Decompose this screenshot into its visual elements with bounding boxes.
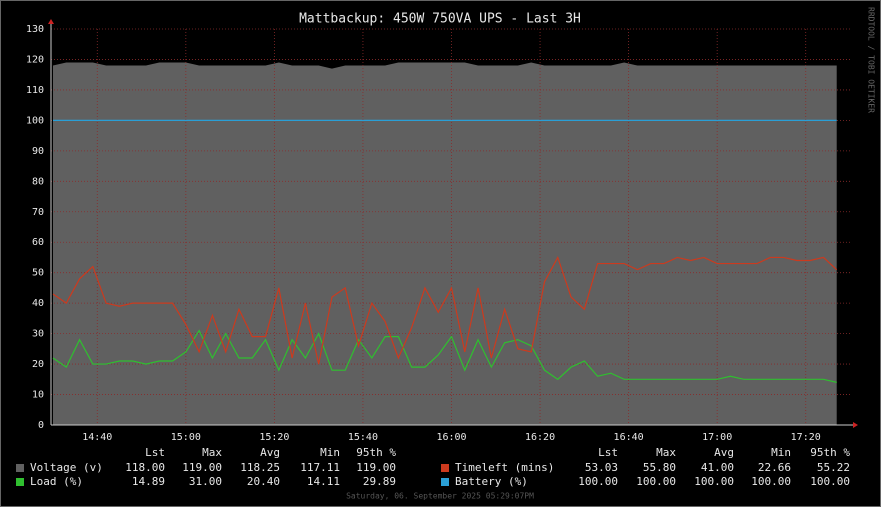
legend-swatch (16, 464, 24, 472)
x-tick-label: 17:20 (791, 432, 821, 443)
legend-stat: 117.11 (300, 461, 340, 474)
legend-stat: 22.66 (758, 461, 791, 474)
x-tick-label: 15:20 (259, 432, 289, 443)
legend-column-header: Lst (145, 446, 165, 459)
legend-stat: 29.89 (363, 475, 396, 488)
legend-stat: 119.00 (182, 461, 222, 474)
y-tick-label: 70 (32, 207, 44, 218)
legend-stat: 31.00 (189, 475, 222, 488)
series-line (52, 329, 837, 383)
series-line (52, 255, 838, 365)
legend-stat: 55.80 (643, 461, 676, 474)
legend-stat: 41.00 (701, 461, 734, 474)
legend-column-header: Max (202, 446, 222, 459)
legend-swatch (441, 478, 449, 486)
legend-column-header: Avg (714, 446, 734, 459)
legend-column-header: 95th % (356, 446, 396, 459)
y-tick-label: 20 (32, 359, 44, 370)
legend-column-header: Avg (260, 446, 280, 459)
y-tick-label: 40 (32, 298, 44, 309)
x-tick-label: 15:40 (348, 432, 378, 443)
side-text: RRDTOOL / TOBI OETIKER (867, 7, 876, 113)
legend-stat: 14.89 (132, 475, 165, 488)
legend-label: Voltage (v) (30, 461, 103, 474)
x-tick-label: 14:40 (82, 432, 112, 443)
legend-stat: 14.11 (307, 475, 340, 488)
legend-stat: 119.00 (356, 461, 396, 474)
y-tick-label: 90 (32, 146, 44, 157)
legend-stat: 100.00 (810, 475, 850, 488)
legend-stat: 118.25 (240, 461, 280, 474)
chart-title: Mattbackup: 450W 750VA UPS - Last 3H (299, 12, 581, 27)
legend-swatch (441, 464, 449, 472)
y-axis-arrow (48, 19, 54, 24)
x-tick-label: 16:40 (614, 432, 644, 443)
legend-stat: 20.40 (247, 475, 280, 488)
plot-layer (51, 28, 850, 426)
legend-stat: 100.00 (751, 475, 791, 488)
footer: Saturday, 06. September 2025 05:29:07PM (346, 492, 534, 501)
x-tick-label: 16:20 (525, 432, 555, 443)
legend-stat: 100.00 (694, 475, 734, 488)
y-tick-label: 130 (26, 24, 44, 35)
series-area (53, 62, 837, 425)
legend-stat: 53.03 (585, 461, 618, 474)
legend-label: Load (%) (30, 475, 83, 488)
y-tick-label: 60 (32, 237, 44, 248)
legend-column-header: Lst (598, 446, 618, 459)
y-tick-label: 110 (26, 85, 44, 96)
legend-column-header: Min (771, 446, 791, 459)
legend-stat: 55.22 (817, 461, 850, 474)
x-axis-arrow (853, 422, 858, 428)
y-tick-label: 0 (38, 420, 44, 431)
legend-stat: 100.00 (636, 475, 676, 488)
legend-stat: 118.00 (125, 461, 165, 474)
y-tick-label: 30 (32, 329, 44, 340)
x-tick-label: 17:00 (702, 432, 732, 443)
x-tick-label: 16:00 (436, 432, 466, 443)
legend-swatch (16, 478, 24, 486)
legend-column-header: Min (320, 446, 340, 459)
y-tick-label: 50 (32, 268, 44, 279)
legend-column-header: 95th % (810, 446, 850, 459)
legend-label: Timeleft (mins) (455, 461, 554, 474)
x-tick-label: 15:00 (171, 432, 201, 443)
y-tick-label: 10 (32, 390, 44, 401)
y-tick-label: 80 (32, 176, 44, 187)
legend-label: Battery (%) (455, 475, 528, 488)
legend-stat: 100.00 (578, 475, 618, 488)
y-tick-label: 100 (26, 115, 44, 126)
y-tick-label: 120 (26, 54, 44, 65)
legend-column-header: Max (656, 446, 676, 459)
